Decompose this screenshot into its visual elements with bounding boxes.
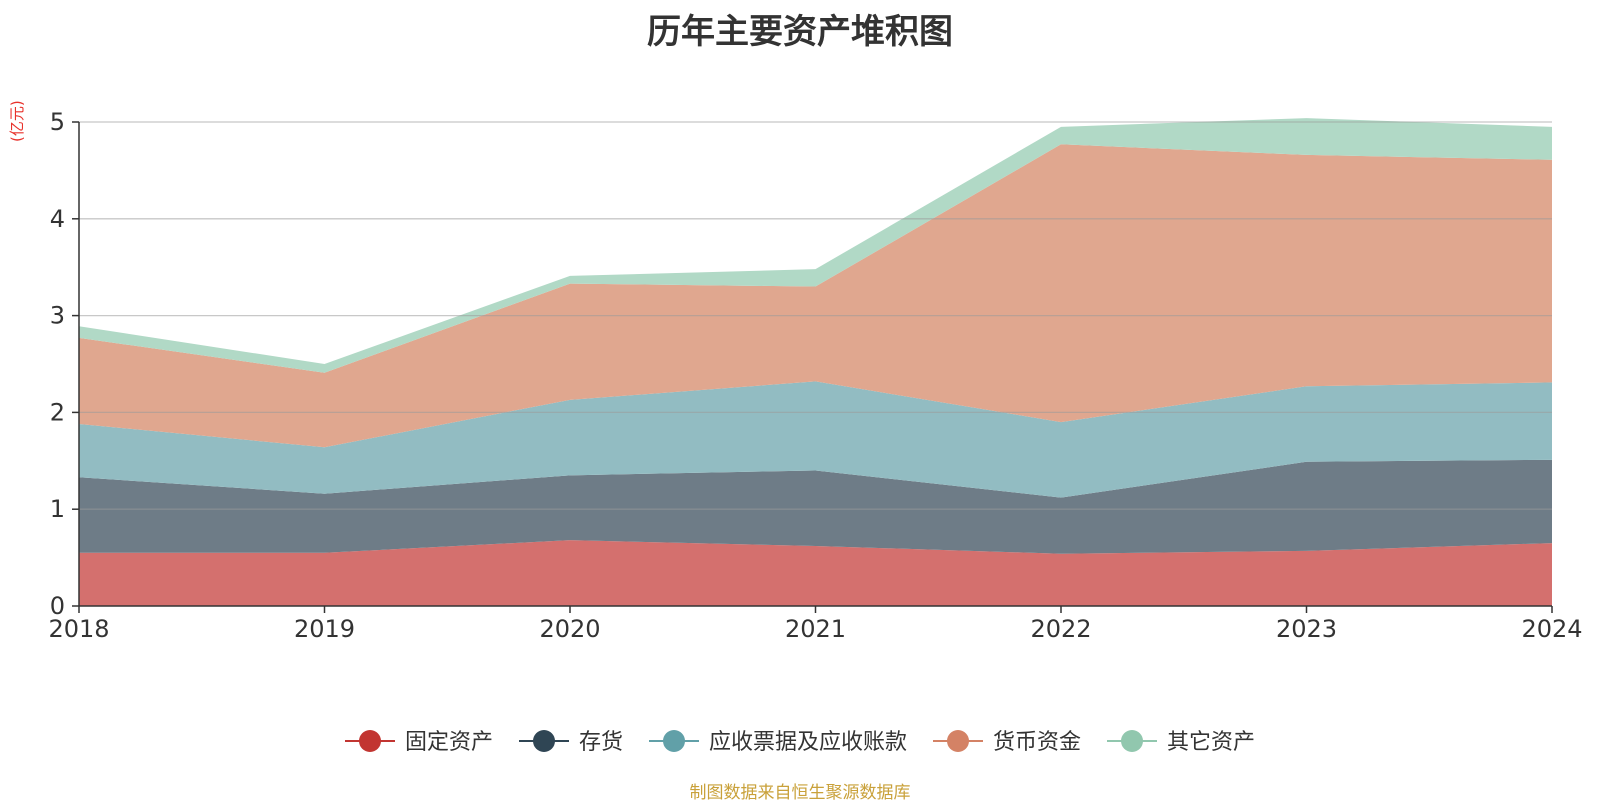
legend-label-1: 存货 xyxy=(579,730,623,755)
y-tick-label-3: 3 xyxy=(50,302,65,330)
area-series-0 xyxy=(79,540,1552,606)
x-tick-label-0: 2018 xyxy=(48,615,109,643)
legend-marker-4 xyxy=(1121,730,1143,752)
area-series-1 xyxy=(79,459,1552,554)
legend-item-1: 存货 xyxy=(519,730,623,755)
x-tick-label-2: 2020 xyxy=(539,615,600,643)
area-series-3 xyxy=(79,144,1552,448)
legend-marker-2 xyxy=(663,730,685,752)
x-tick-label-6: 2024 xyxy=(1521,615,1582,643)
x-tick-label-1: 2019 xyxy=(294,615,355,643)
legend-item-2: 应收票据及应收账款 xyxy=(649,730,907,755)
area-series-2 xyxy=(79,381,1552,498)
y-tick-label-5: 5 xyxy=(50,108,65,136)
legend: 固定资产 存货 应收票据及应收账款 货币资金 其它资产 xyxy=(345,730,1255,755)
legend-item-4: 其它资产 xyxy=(1107,730,1255,755)
legend-label-0: 固定资产 xyxy=(405,730,493,755)
x-tick-label-4: 2022 xyxy=(1030,615,1091,643)
legend-marker-3 xyxy=(947,730,969,752)
y-tick-label-1: 1 xyxy=(50,495,65,523)
x-tick-label-3: 2021 xyxy=(785,615,846,643)
source-note: 制图数据来自恒生聚源数据库 xyxy=(689,783,911,803)
x-tick-label-5: 2023 xyxy=(1276,615,1337,643)
legend-label-2: 应收票据及应收账款 xyxy=(709,730,907,755)
legend-label-3: 货币资金 xyxy=(993,730,1081,755)
legend-marker-0 xyxy=(359,730,381,752)
legend-label-4: 其它资产 xyxy=(1167,730,1255,755)
chart-title: 历年主要资产堆积图 xyxy=(647,12,953,52)
y-tick-label-0: 0 xyxy=(50,592,65,620)
y-tick-label-4: 4 xyxy=(50,205,65,233)
legend-item-0: 固定资产 xyxy=(345,730,493,755)
area-series-4 xyxy=(79,118,1552,373)
legend-item-3: 货币资金 xyxy=(933,730,1081,755)
y-tick-label-2: 2 xyxy=(50,398,65,426)
legend-marker-1 xyxy=(533,730,555,752)
